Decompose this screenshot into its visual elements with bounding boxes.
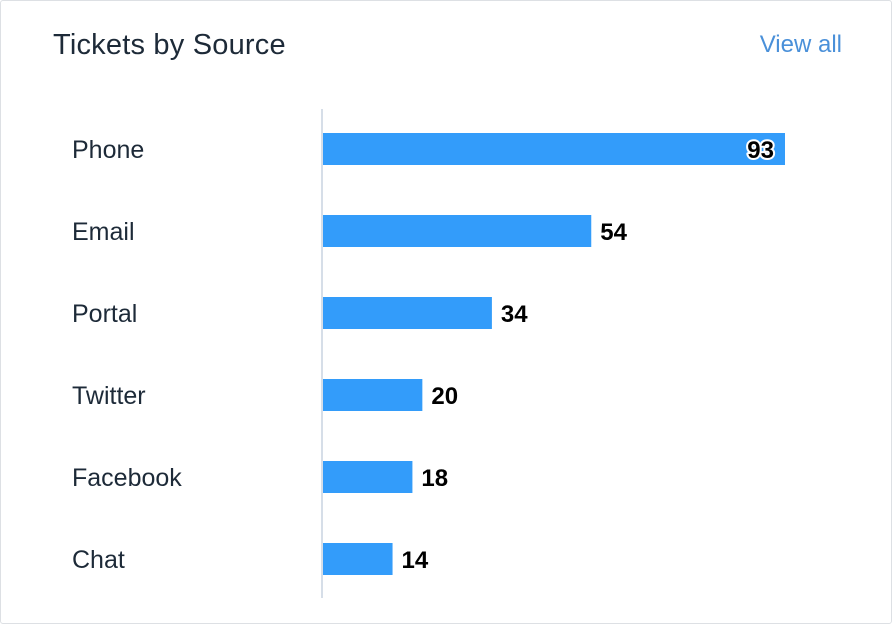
category-label-facebook: Facebook — [72, 464, 182, 492]
bar-chat — [323, 543, 393, 575]
bar-email — [323, 215, 592, 247]
value-label-facebook: 18 — [421, 465, 448, 492]
value-label-portal: 34 — [501, 301, 528, 328]
value-label-phone: 93 — [747, 137, 774, 164]
category-label-phone: Phone — [72, 136, 144, 164]
category-label-chat: Chat — [72, 546, 125, 574]
category-label-portal: Portal — [72, 300, 137, 328]
value-label-email: 54 — [600, 219, 627, 246]
value-label-chat: 14 — [402, 547, 429, 574]
card-title: Tickets by Source — [53, 29, 286, 61]
bar-facebook — [323, 461, 413, 493]
bar-twitter — [323, 379, 423, 411]
view-all-link[interactable]: View all — [759, 31, 842, 58]
category-label-email: Email — [72, 218, 135, 246]
value-label-twitter: 20 — [431, 383, 458, 410]
bar-phone — [323, 133, 785, 165]
category-label-twitter: Twitter — [72, 382, 146, 410]
bar-portal — [323, 297, 492, 329]
